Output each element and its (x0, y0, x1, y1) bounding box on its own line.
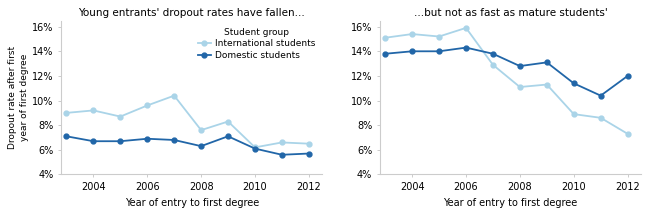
Domestic students (489, 52, 497, 55)
Legend: International students, Domestic students: International students, Domestic student… (195, 25, 318, 63)
International students (144, 104, 151, 107)
International students (62, 112, 70, 114)
Domestic students (90, 140, 97, 143)
Domestic students (251, 147, 259, 150)
International students (382, 37, 389, 39)
Line: International students: International students (64, 93, 311, 150)
Line: Domestic students: Domestic students (383, 45, 630, 98)
Domestic students (624, 75, 632, 77)
International students (489, 64, 497, 66)
International students (251, 146, 259, 149)
Line: Domestic students: Domestic students (64, 134, 311, 157)
Title: Young entrants' dropout rates have fallen...: Young entrants' dropout rates have falle… (78, 8, 305, 18)
Domestic students (382, 52, 389, 55)
International students (597, 116, 604, 119)
International students (170, 94, 178, 97)
X-axis label: Year of entry to first degree: Year of entry to first degree (125, 198, 259, 208)
International students (116, 115, 124, 118)
Domestic students (116, 140, 124, 143)
International students (197, 129, 205, 131)
Domestic students (197, 145, 205, 148)
International students (408, 33, 416, 35)
International students (278, 141, 286, 144)
Domestic students (436, 50, 443, 52)
Domestic students (408, 50, 416, 52)
International students (624, 133, 632, 135)
Line: International students: International students (383, 25, 630, 136)
International students (90, 109, 97, 112)
Domestic students (570, 82, 578, 85)
International students (436, 35, 443, 38)
International students (543, 83, 551, 86)
Domestic students (278, 153, 286, 156)
Title: ...but not as fast as mature students': ...but not as fast as mature students' (413, 8, 607, 18)
Domestic students (144, 137, 151, 140)
Domestic students (305, 152, 313, 155)
International students (516, 86, 524, 88)
International students (462, 27, 470, 29)
Y-axis label: Dropout rate after first
year of first degree: Dropout rate after first year of first d… (8, 46, 29, 149)
Domestic students (516, 65, 524, 67)
Domestic students (543, 61, 551, 64)
Domestic students (224, 135, 232, 138)
International students (224, 120, 232, 123)
Domestic students (170, 139, 178, 141)
Domestic students (597, 94, 604, 97)
Domestic students (462, 46, 470, 49)
X-axis label: Year of entry to first degree: Year of entry to first degree (443, 198, 578, 208)
Domestic students (62, 135, 70, 138)
International students (305, 142, 313, 145)
International students (570, 113, 578, 115)
